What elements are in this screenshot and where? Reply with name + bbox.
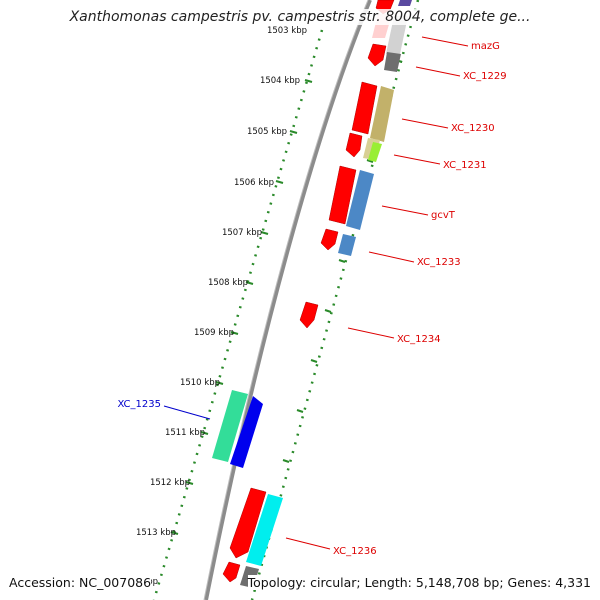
gene-blocks: [212, 0, 412, 588]
gene-label-xc1231[interactable]: XC_1231: [443, 160, 487, 171]
gene-label-mazg[interactable]: mazG: [471, 41, 500, 52]
gene-block-purple[interactable]: [398, 0, 412, 6]
gene-block-red[interactable]: [320, 228, 339, 251]
gene-block-olive[interactable]: [370, 86, 394, 142]
gene-block-blue[interactable]: [230, 396, 263, 468]
gene-block-red[interactable]: [222, 561, 241, 583]
gene-block-darkgray[interactable]: [384, 52, 401, 72]
gene-block-steelblue[interactable]: [338, 234, 356, 256]
tick-label: 1503 kbp: [267, 26, 307, 36]
tick-label: 1504 kbp: [260, 76, 300, 86]
gene-label-xc1235[interactable]: XC_1235: [117, 399, 161, 410]
gene-block-cyan[interactable]: [246, 494, 283, 566]
gene-label-xc1234[interactable]: XC_1234: [397, 334, 441, 345]
gene-block-red[interactable]: [345, 132, 363, 158]
tick-label: 1508 kbp: [208, 278, 248, 288]
leader-lines: [163, 36, 469, 550]
genome-backbone-highlight: [203, 0, 369, 600]
gene-block-lightgray[interactable]: [386, 16, 408, 54]
gene-label-xc1230[interactable]: XC_1230: [451, 123, 495, 134]
tick-label: 1507 kbp: [222, 228, 262, 238]
genome-summary: Topology: circular; Length: 5,148,708 bp…: [247, 575, 591, 590]
tick-label: 1509 kbp: [194, 328, 234, 338]
gene-label-xc1229[interactable]: XC_1229: [463, 71, 507, 82]
tick-label: 1511 kbp: [165, 428, 205, 438]
tick-label: 1512 kbp: [150, 478, 190, 488]
tick-label: 1506 kbp: [234, 178, 274, 188]
gene-label-gcvt[interactable]: gcvT: [431, 210, 456, 221]
gene-block-red[interactable]: [367, 43, 387, 67]
gene-block-seagreen[interactable]: [212, 390, 248, 462]
outer-ruler-ticks: [170, 79, 313, 535]
gene-block-red[interactable]: [229, 487, 267, 559]
tick-label: 1510 kbp: [180, 378, 220, 388]
gene-block-red[interactable]: [299, 301, 319, 329]
tick-label: 1505 kbp: [247, 127, 287, 137]
gene-block-green[interactable]: [368, 142, 382, 162]
gene-block-red[interactable]: [351, 81, 378, 135]
gene-labels: mazG XC_1229 XC_1230 XC_1231 gcvT XC_123…: [117, 41, 506, 557]
gene-label-xc1236[interactable]: XC_1236: [333, 546, 377, 557]
gene-block-steelblue[interactable]: [346, 170, 374, 230]
gene-label-xc1233[interactable]: XC_1233: [417, 257, 461, 268]
accession-label: Accession: NC_007086: [9, 575, 152, 590]
map-title: Xanthomonas campestris pv. campestris st…: [0, 9, 600, 25]
gene-block-red[interactable]: [328, 165, 357, 225]
genome-backbone: [204, 0, 372, 600]
tick-label: 1513 kbp: [136, 528, 176, 538]
outer-ruler: [152, 29, 324, 600]
